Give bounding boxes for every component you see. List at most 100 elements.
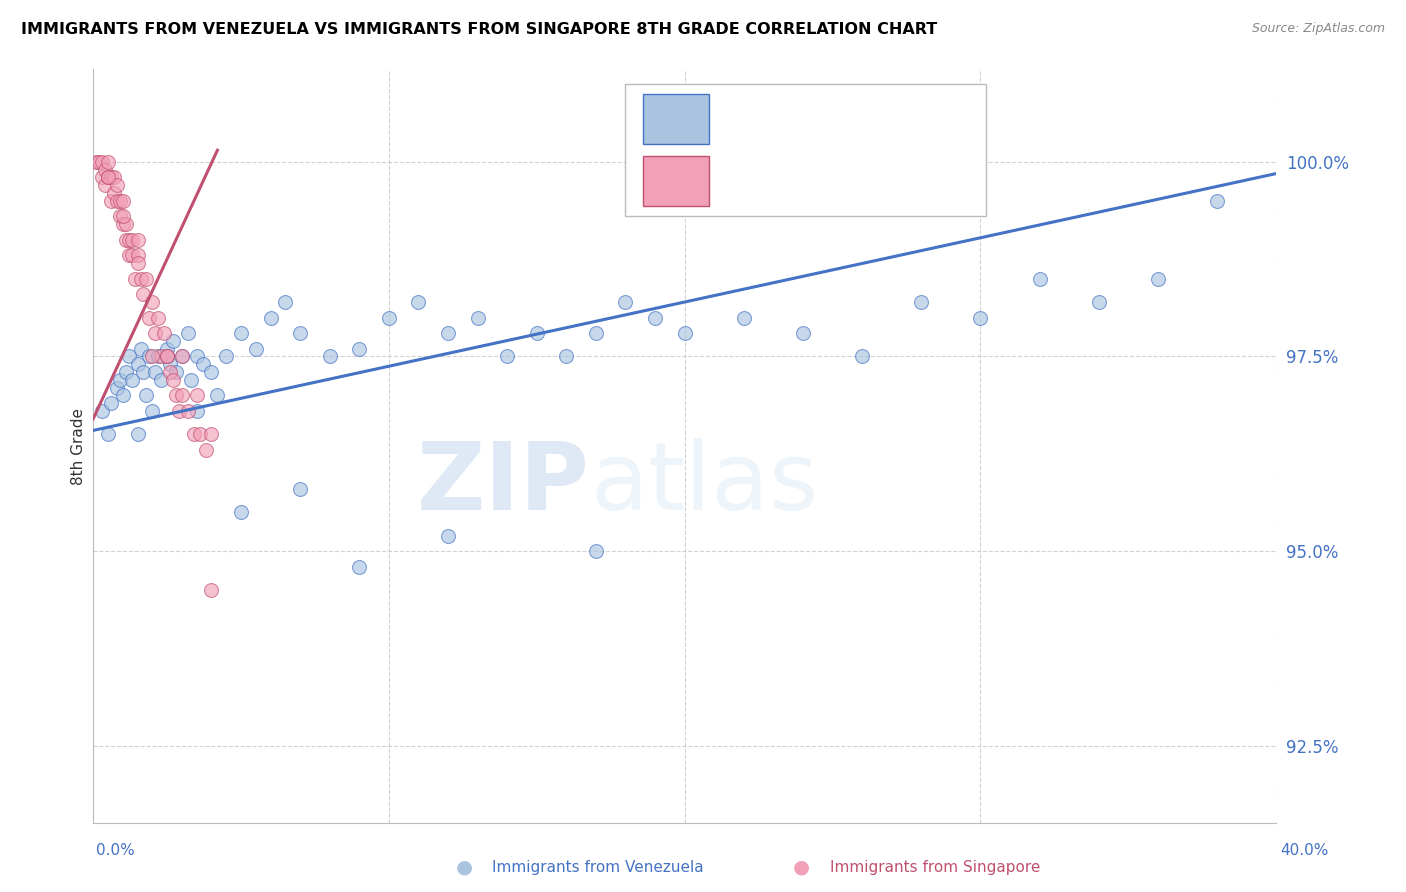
Point [408, 295, 430, 310]
Point [186, 350, 208, 364]
Y-axis label: 8th Grade: 8th Grade [72, 408, 86, 484]
Text: ●: ● [793, 857, 810, 877]
Point [108, 210, 131, 224]
Point [127, 427, 149, 442]
Point [91, 155, 114, 169]
Point [496, 350, 519, 364]
Point [127, 233, 149, 247]
Point [585, 544, 607, 558]
Point [87, 155, 110, 169]
Point [200, 427, 222, 442]
FancyBboxPatch shape [626, 84, 986, 216]
Point [183, 427, 205, 442]
Point [188, 427, 211, 442]
Point [114, 217, 136, 231]
Point [162, 334, 184, 348]
Text: IMMIGRANTS FROM VENEZUELA VS IMMIGRANTS FROM SINGAPORE 8TH GRADE CORRELATION CHA: IMMIGRANTS FROM VENEZUELA VS IMMIGRANTS … [21, 22, 938, 37]
Text: R = 0.532    N = 55: R = 0.532 N = 55 [725, 172, 901, 190]
Point [138, 350, 160, 364]
Point [105, 194, 128, 208]
Point [467, 310, 489, 325]
Point [555, 350, 578, 364]
Point [1087, 295, 1109, 310]
Point [156, 342, 179, 356]
Point [245, 342, 267, 356]
Text: atlas: atlas [591, 438, 818, 530]
Point [290, 482, 312, 496]
Point [319, 350, 342, 364]
Point [124, 271, 146, 285]
Point [118, 350, 141, 364]
Point [108, 373, 131, 387]
Point [103, 186, 125, 200]
Point [148, 350, 170, 364]
Point [733, 310, 755, 325]
FancyBboxPatch shape [643, 156, 710, 206]
Point [186, 404, 208, 418]
Point [94, 162, 117, 177]
Point [114, 233, 136, 247]
Point [437, 528, 460, 542]
Point [91, 170, 114, 185]
Text: ZIP: ZIP [418, 438, 591, 530]
Text: Source: ZipAtlas.com: Source: ZipAtlas.com [1251, 22, 1385, 36]
Point [290, 326, 312, 340]
Point [150, 350, 173, 364]
Point [170, 350, 193, 364]
Point [121, 233, 143, 247]
Point [156, 350, 179, 364]
Point [229, 505, 252, 519]
Point [1206, 194, 1229, 208]
Point [180, 373, 202, 387]
Point [129, 271, 152, 285]
Point [259, 310, 281, 325]
Point [167, 404, 190, 418]
Point [177, 404, 200, 418]
Point [132, 365, 155, 379]
Point [969, 310, 991, 325]
Text: 0.0%: 0.0% [96, 843, 135, 858]
Point [127, 248, 149, 262]
Point [105, 381, 128, 395]
Point [100, 194, 122, 208]
Point [143, 326, 166, 340]
Point [111, 194, 134, 208]
Point [792, 326, 814, 340]
Point [1028, 271, 1050, 285]
Point [127, 256, 149, 270]
Point [437, 326, 460, 340]
Point [170, 350, 193, 364]
Text: 40.0%: 40.0% [1281, 843, 1329, 858]
Point [100, 170, 122, 185]
Point [111, 210, 134, 224]
Point [200, 582, 222, 597]
Point [159, 357, 181, 371]
Text: Immigrants from Venezuela: Immigrants from Venezuela [492, 860, 704, 874]
Point [378, 310, 401, 325]
Point [118, 233, 141, 247]
Point [97, 155, 120, 169]
Point [349, 559, 371, 574]
Point [215, 350, 238, 364]
Point [1146, 271, 1168, 285]
Point [526, 326, 548, 340]
Point [207, 388, 229, 402]
Point [141, 404, 163, 418]
Point [644, 310, 666, 325]
Point [127, 357, 149, 371]
Point [614, 295, 637, 310]
Point [153, 326, 176, 340]
Point [103, 170, 125, 185]
Point [121, 373, 143, 387]
Point [97, 170, 120, 185]
Point [851, 350, 873, 364]
Point [165, 365, 187, 379]
Point [129, 342, 152, 356]
Point [94, 178, 117, 193]
Point [229, 326, 252, 340]
Point [108, 194, 131, 208]
Point [200, 365, 222, 379]
Point [141, 295, 163, 310]
Point [673, 326, 696, 340]
Point [170, 388, 193, 402]
